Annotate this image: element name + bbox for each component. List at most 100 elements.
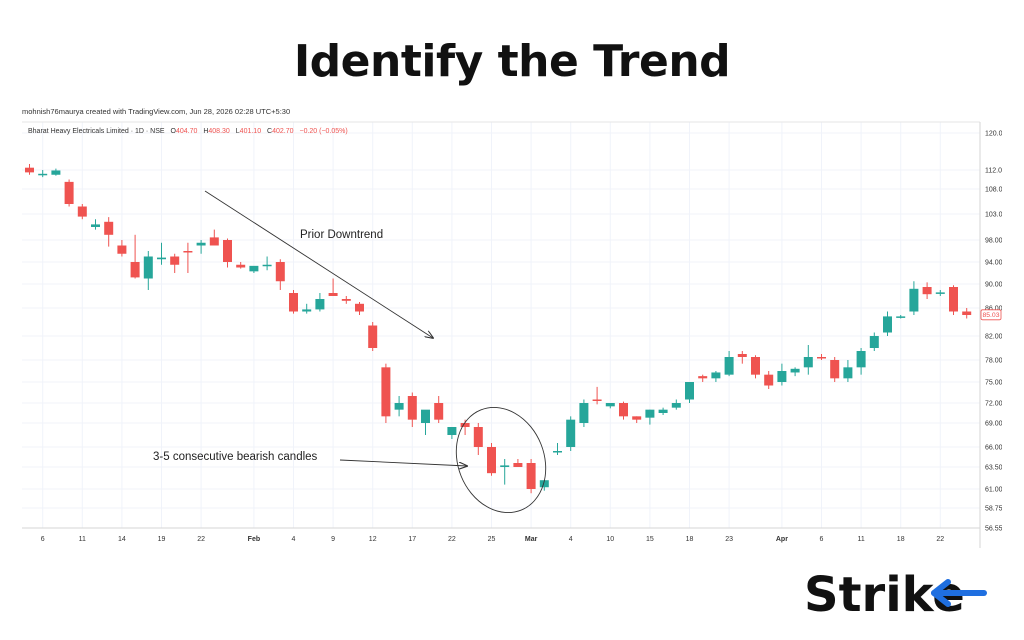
candle-body bbox=[579, 403, 589, 423]
candle-body bbox=[658, 409, 668, 413]
candle-bullish bbox=[566, 416, 576, 451]
price-tick-label: 86.00 bbox=[985, 306, 1002, 313]
candle-body bbox=[671, 403, 681, 408]
candle-bearish bbox=[64, 179, 74, 207]
candle-bullish bbox=[645, 409, 655, 425]
candle-body bbox=[104, 221, 114, 235]
candle-body bbox=[856, 351, 866, 368]
price-tick-label: 103.00 bbox=[985, 212, 1002, 219]
candle-bullish bbox=[249, 265, 259, 273]
candle-body bbox=[724, 357, 734, 375]
candle-bullish bbox=[143, 251, 153, 290]
candle-bearish bbox=[289, 290, 298, 314]
candle-body bbox=[117, 245, 127, 254]
candle-body bbox=[407, 396, 417, 420]
candle-bearish bbox=[77, 204, 87, 220]
candle-bearish bbox=[473, 423, 483, 455]
price-tick-label: 94.00 bbox=[985, 260, 1002, 267]
candle-body bbox=[130, 262, 140, 278]
change-value: −0.20 (−0.05%) bbox=[299, 128, 347, 135]
candle-bullish bbox=[711, 371, 721, 382]
candle-bearish bbox=[223, 238, 232, 268]
candle-bullish bbox=[658, 407, 668, 415]
chart-background bbox=[22, 103, 1002, 548]
symbol-name: Bharat Heavy Electricals Limited · 1D · … bbox=[28, 128, 165, 135]
price-tick-label: 75.00 bbox=[985, 380, 1002, 387]
price-tick-label: 82.00 bbox=[985, 334, 1002, 341]
candle-body bbox=[196, 242, 206, 246]
chart-canvas[interactable]: mohnish76maurya created with TradingView… bbox=[22, 103, 1002, 548]
candle-body bbox=[698, 376, 708, 379]
time-tick-label: 6 bbox=[820, 536, 824, 543]
chart-credit: mohnish76maurya created with TradingView… bbox=[22, 107, 290, 116]
candle-bearish bbox=[751, 355, 760, 379]
candle-bearish bbox=[341, 296, 351, 304]
candle-body bbox=[355, 303, 364, 312]
candle-bullish bbox=[935, 290, 945, 296]
candle-body bbox=[91, 224, 100, 227]
price-tick-label: 90.00 bbox=[985, 282, 1002, 289]
candle-bullish bbox=[262, 256, 272, 271]
candle-bullish bbox=[685, 382, 694, 403]
candle-body bbox=[157, 257, 166, 260]
time-axis: 6 11 14 19 22 Feb 4 9 12 17 22 25 Mar 4 10 15 18 23 Apr 6 11… bbox=[41, 536, 945, 543]
candle-body bbox=[896, 316, 906, 318]
candle-body bbox=[421, 409, 430, 423]
candle-bullish bbox=[671, 399, 681, 410]
downtrend-arrow bbox=[204, 190, 433, 338]
candle-body bbox=[487, 447, 496, 474]
time-tick-label: 18 bbox=[897, 536, 905, 543]
time-tick-label: 9 bbox=[331, 536, 335, 543]
time-tick-label: 4 bbox=[569, 536, 573, 543]
candle-body bbox=[315, 299, 325, 310]
candle-body bbox=[553, 451, 562, 453]
candle-body bbox=[619, 403, 628, 417]
candle-body bbox=[249, 265, 259, 272]
candle-bearish bbox=[236, 262, 246, 269]
symbol-info: Bharat Heavy Electricals Limited · 1D · … bbox=[28, 128, 348, 135]
candle-bearish bbox=[368, 322, 378, 351]
candle-body bbox=[143, 256, 153, 279]
candle-body bbox=[236, 264, 246, 268]
candle-body bbox=[368, 325, 378, 348]
candle-body bbox=[751, 357, 760, 375]
candlestick-chart[interactable]: mohnish76maurya created with TradingView… bbox=[22, 103, 1002, 548]
candle-bullish bbox=[196, 240, 206, 254]
candle-bullish bbox=[157, 242, 166, 265]
candle-body bbox=[289, 293, 298, 312]
candle-bearish bbox=[922, 282, 932, 299]
time-tick-label: 14 bbox=[118, 536, 126, 543]
candle-bullish bbox=[803, 345, 813, 375]
prior-downtrend-label: Prior Downtrend bbox=[300, 229, 383, 241]
time-tick-label: 15 bbox=[646, 536, 654, 543]
time-tick-label: Apr bbox=[776, 536, 788, 543]
time-tick-label: 19 bbox=[158, 536, 166, 543]
candle-bearish bbox=[117, 240, 127, 257]
candle-body bbox=[645, 409, 655, 418]
time-tick-label: 4 bbox=[292, 536, 296, 543]
candle-bullish bbox=[883, 311, 892, 336]
candle-bullish bbox=[856, 348, 866, 375]
candle-body bbox=[513, 463, 523, 467]
time-tick-label: Feb bbox=[248, 536, 260, 543]
candle-bullish bbox=[909, 281, 919, 315]
price-tick-label: 56.55 bbox=[985, 526, 1002, 533]
candle-bearish bbox=[328, 278, 338, 296]
candle-body bbox=[737, 354, 747, 357]
price-tick-label: 98.00 bbox=[985, 238, 1002, 245]
price-tick-label: 61.00 bbox=[985, 487, 1002, 494]
time-tick-label: 12 bbox=[369, 536, 377, 543]
time-tick-label: 11 bbox=[79, 536, 86, 543]
candle-body bbox=[209, 237, 219, 246]
candle-bearish bbox=[183, 242, 193, 273]
candle-body bbox=[764, 374, 774, 386]
candle-body bbox=[51, 170, 61, 175]
price-label: 85.03 bbox=[982, 312, 999, 319]
candle-bearish bbox=[25, 163, 34, 175]
candle-bearish bbox=[632, 416, 642, 423]
price-tick-label: 120.00 bbox=[985, 131, 1002, 138]
time-tick-label: 17 bbox=[408, 536, 416, 543]
candle-bearish bbox=[487, 443, 496, 476]
candle-bullish bbox=[315, 293, 325, 312]
candle-bearish bbox=[407, 392, 417, 427]
